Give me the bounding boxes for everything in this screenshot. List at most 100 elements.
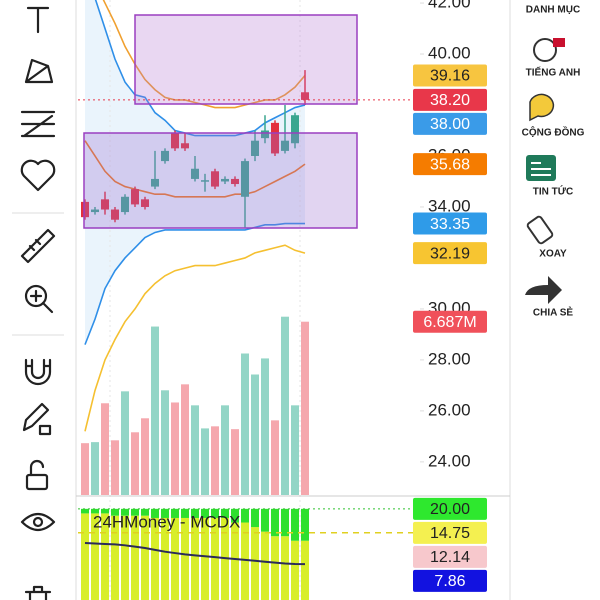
price-badge — [413, 212, 487, 235]
candle-body — [181, 143, 189, 149]
mcdx-bar — [301, 540, 309, 600]
price-badge-label: 38.20 — [430, 92, 470, 109]
candle-body — [211, 171, 219, 187]
price-badge — [413, 569, 487, 592]
mcdx-bar — [81, 508, 89, 514]
volume-bar — [231, 429, 239, 495]
mcdx-bar — [161, 508, 169, 518]
price-badge-label: 35.68 — [430, 156, 470, 173]
mcdx-bar — [201, 517, 209, 600]
text-tool[interactable] — [26, 6, 50, 34]
unlock-tool[interactable] — [25, 473, 49, 491]
share-icon[interactable] — [525, 276, 562, 304]
drawn-rectangle[interactable] — [134, 14, 358, 105]
community-icon[interactable] — [529, 93, 555, 122]
mcdx-bar — [241, 508, 249, 523]
price-badge — [413, 88, 487, 111]
magnet-tool[interactable] — [24, 358, 52, 386]
rotate-icon[interactable] — [526, 215, 554, 245]
sidebar-label[interactable]: CHIA SẺ — [533, 306, 574, 319]
mcdx-bar — [181, 517, 189, 600]
mcdx-bar — [91, 508, 99, 514]
language-icon[interactable] — [533, 38, 557, 62]
candle-body — [291, 115, 299, 144]
volume-bar — [101, 403, 109, 495]
pattern-tool[interactable] — [24, 58, 54, 84]
mcdx-bar — [141, 515, 149, 600]
volume-bar — [161, 390, 169, 495]
mcdx-bar — [251, 508, 259, 528]
candle-body — [161, 150, 169, 162]
candle-body — [301, 92, 309, 100]
delete-tool[interactable] — [24, 585, 52, 600]
volume-bar — [131, 432, 139, 495]
sidebar-label[interactable]: CỘNG ĐỒNG — [522, 126, 585, 139]
favorite-tool[interactable] — [20, 159, 56, 192]
volume-bar — [181, 384, 189, 495]
mcdx-bar — [241, 522, 249, 600]
sidebar-label[interactable]: TIN TỨC — [533, 185, 574, 198]
mcdx-bar — [221, 508, 229, 518]
mcdx-bar — [141, 508, 149, 516]
mcdx-bar — [91, 513, 99, 600]
eye-pupil — [32, 516, 44, 528]
mcdx-bar — [211, 508, 219, 518]
mcdx-bar — [171, 517, 179, 600]
lock-drawing-tool[interactable] — [22, 402, 50, 432]
price-badges: 39.16 38.20 38.00 35.68 33.35 32.19 6.687M 20.0… — [413, 64, 487, 592]
zoom-tool[interactable] — [24, 284, 48, 308]
price-badge — [413, 497, 487, 520]
candle-body — [151, 178, 159, 187]
mcdx-bar — [131, 515, 139, 600]
candle-body — [111, 209, 119, 220]
lock-badge — [38, 424, 52, 436]
volume-badge — [413, 310, 487, 333]
candle-body — [231, 178, 239, 185]
price-badge — [413, 153, 487, 176]
mcdx-bar — [121, 508, 129, 516]
mcdx-bar — [151, 508, 159, 518]
toolbar — [12, 6, 64, 600]
mcdx-bar — [271, 508, 279, 537]
chart-under: 24.0026.0028.0030.0032.0034.0036.0038.00… — [81, 0, 471, 600]
drawn-rectangle[interactable] — [83, 132, 358, 229]
visibility-tool[interactable] — [20, 512, 56, 532]
price-badge-label: 33.35 — [430, 216, 470, 233]
price-badge — [413, 112, 487, 135]
mcdx-bar — [251, 527, 259, 600]
volume-bar — [201, 428, 209, 495]
y-tick-label: 34.00 — [428, 196, 471, 215]
mcdx-bar — [211, 517, 219, 600]
candle-body — [281, 140, 289, 151]
volume-bar — [261, 358, 269, 495]
candle-body — [121, 196, 129, 213]
mcdx-line — [84, 542, 306, 566]
volume-bar — [111, 440, 119, 495]
sidebar-label[interactable]: TIẾNG ANH — [526, 66, 581, 79]
ruler-tool[interactable] — [20, 228, 56, 264]
candle-body — [131, 189, 139, 205]
sidebar-label[interactable]: XOAY — [539, 249, 567, 260]
price-badge — [413, 64, 487, 87]
candle-body — [261, 130, 269, 139]
volume-bar — [121, 391, 129, 495]
volume-bar — [281, 316, 289, 495]
chart-over: 24HMoney - MCDX — [78, 14, 413, 534]
mcdx-bar — [191, 508, 199, 518]
mcdx-bar — [301, 508, 309, 541]
mcdx-bar — [191, 517, 199, 600]
fib-tool[interactable] — [20, 110, 56, 138]
volume-bar — [191, 405, 199, 495]
mcdx-bar — [261, 531, 269, 600]
indicator-line — [94, 0, 306, 137]
mcdx-bar — [281, 508, 289, 537]
volume-bar — [221, 405, 229, 495]
volume-badge-label: 6.687M — [423, 314, 476, 331]
mcdx-bar — [261, 508, 269, 532]
y-tick-label: 26.00 — [428, 400, 471, 419]
volume-bar — [291, 405, 299, 495]
indicator-line — [84, 244, 306, 432]
sidebar-label[interactable]: DANH MỤC — [526, 5, 580, 16]
candle-body — [101, 199, 109, 210]
